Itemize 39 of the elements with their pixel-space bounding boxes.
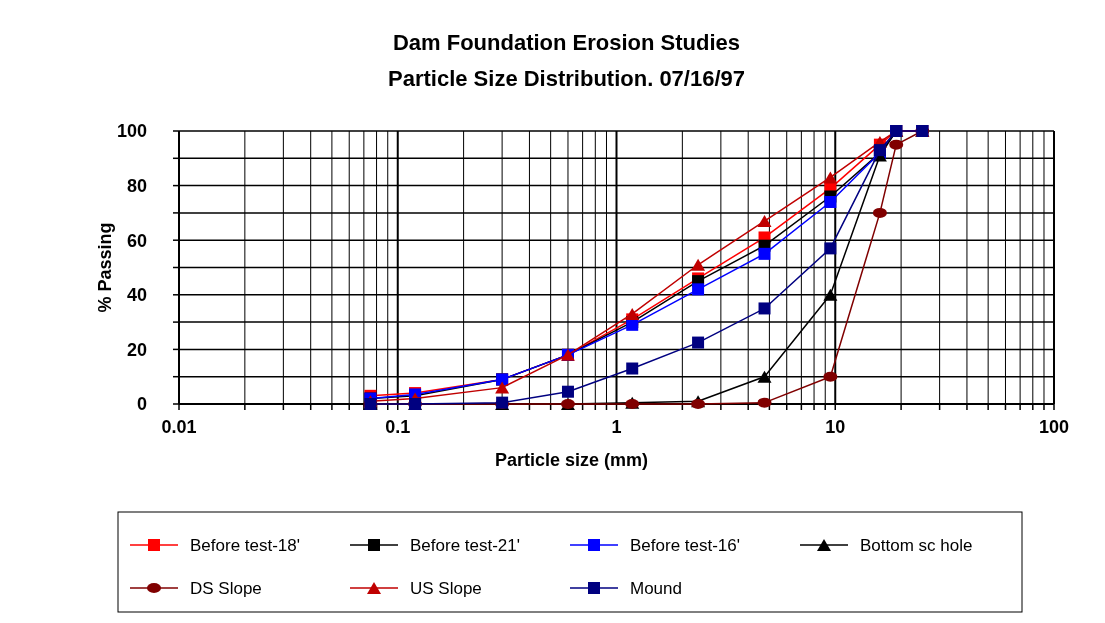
point <box>824 195 837 208</box>
x-tick-label: 0.1 <box>385 417 411 437</box>
point <box>757 215 772 228</box>
point <box>691 258 706 271</box>
y-tick-label: 40 <box>126 285 147 306</box>
point <box>758 302 771 315</box>
point <box>692 283 705 296</box>
y-tick-label: 20 <box>126 339 147 360</box>
x-tick-label: 100 <box>1038 417 1070 437</box>
point <box>692 336 705 349</box>
chart-subtitle: Particle Size Distribution. 07/16/97 <box>387 66 746 91</box>
legend-label: US Slope <box>410 578 482 598</box>
legend-label: Mound <box>630 578 682 598</box>
point <box>626 362 639 375</box>
x-tick-label: 10 <box>825 417 846 437</box>
point <box>495 381 510 394</box>
y-tick-label: 100 <box>116 121 147 142</box>
point <box>824 242 837 255</box>
point <box>823 371 838 382</box>
y-tick-label: 80 <box>126 175 147 196</box>
chart-title: Dam Foundation Erosion Studies <box>392 30 741 55</box>
point <box>823 288 838 301</box>
legend-label: Before test-16' <box>630 535 741 555</box>
x-tick-label: 0.01 <box>161 417 197 437</box>
x-tick-label: 1 <box>611 417 622 437</box>
x-axis-title: Particle size (mm) <box>494 450 649 470</box>
legend-label: Before test-21' <box>410 535 521 555</box>
point <box>757 397 772 408</box>
y-tick-label: 0 <box>136 394 147 415</box>
point <box>758 247 771 260</box>
point <box>625 307 640 320</box>
legend-label: Bottom sc hole <box>860 535 973 555</box>
point <box>561 385 574 398</box>
legend-label: Before test-18' <box>190 535 301 555</box>
legend-label: DS Slope <box>190 578 262 598</box>
point <box>757 370 772 383</box>
point <box>823 171 838 184</box>
y-axis-title: % Passing <box>95 222 115 313</box>
y-tick-label: 60 <box>126 230 147 251</box>
